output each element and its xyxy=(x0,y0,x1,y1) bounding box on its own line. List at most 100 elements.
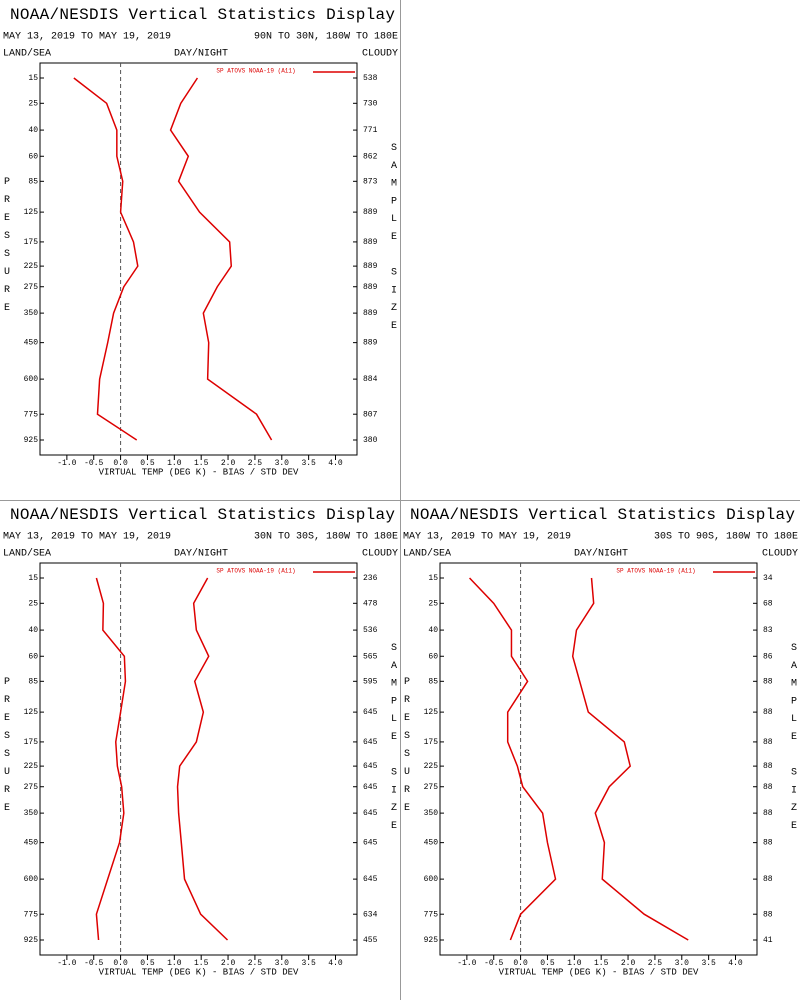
legend-label: SP ATOVS NOAA-19 (A11) xyxy=(216,68,295,75)
sample-size: 88 xyxy=(763,839,773,848)
sample-size: 645 xyxy=(363,762,378,771)
cloud: CLOUDY xyxy=(362,49,398,60)
y-tick-label: 25 xyxy=(28,99,38,108)
sample-size: 380 xyxy=(363,436,378,445)
sample-size: 565 xyxy=(363,652,378,661)
sample-size: 88 xyxy=(763,910,773,919)
x-tick-label: 2.0 xyxy=(221,959,236,968)
y-tick-label: 600 xyxy=(24,375,39,384)
day-night: DAY/NIGHT xyxy=(174,548,228,560)
y2-axis-label-letter: M xyxy=(391,178,397,189)
x-tick-label: 3.0 xyxy=(675,959,690,968)
chart-title: NOAA/NESDIS Vertical Statistics Display xyxy=(10,6,395,24)
x-tick-label: 2.0 xyxy=(621,959,636,968)
y-tick-label: 85 xyxy=(28,677,38,686)
y-tick-label: 600 xyxy=(24,875,39,884)
sample-size: 889 xyxy=(363,283,378,292)
x-tick-label: 2.5 xyxy=(248,459,263,468)
y-tick-label: 60 xyxy=(428,652,438,661)
y-tick-label: 600 xyxy=(424,875,439,884)
x-tick-label: 1.0 xyxy=(167,959,182,968)
sample-size: 730 xyxy=(363,99,378,108)
x-tick-label: -1.0 xyxy=(457,959,476,968)
y2-axis-label-letter: M xyxy=(791,678,797,689)
y-axis-label-letter: P xyxy=(4,677,10,688)
sample-size: 889 xyxy=(363,208,378,217)
y2-axis-label-letter: S xyxy=(391,767,397,778)
x-tick-label: 1.0 xyxy=(567,959,582,968)
y2-axis-label-letter: P xyxy=(791,696,797,707)
y2-axis-label-letter: L xyxy=(391,714,397,725)
y-tick-label: 275 xyxy=(424,783,439,792)
sample-size: 34 xyxy=(763,574,773,583)
x-tick-label: 4.0 xyxy=(328,959,343,968)
x-tick-label: 2.5 xyxy=(648,959,663,968)
x-axis-label: VIRTUAL TEMP (DEG K) - BIAS / STD DEV xyxy=(99,467,299,477)
y-axis-label-letter: S xyxy=(4,231,10,242)
y-axis-label-letter: S xyxy=(404,731,410,742)
sample-size: 889 xyxy=(363,339,378,348)
y-tick-label: 775 xyxy=(424,910,439,919)
x-tick-label: 1.5 xyxy=(194,959,209,968)
sample-size: 236 xyxy=(363,574,378,583)
x-tick-label: 0.0 xyxy=(113,959,128,968)
y-tick-label: 225 xyxy=(24,762,39,771)
plot-frame xyxy=(39,562,358,956)
plot-frame xyxy=(439,562,758,956)
y2-axis-label-letter: Z xyxy=(391,303,397,314)
y-tick-label: 125 xyxy=(24,708,39,717)
sample-size: 645 xyxy=(363,708,378,717)
y2-axis-label-letter: I xyxy=(391,785,397,796)
y-tick-label: 175 xyxy=(424,738,439,747)
y-tick-label: 450 xyxy=(24,839,39,848)
profile-line xyxy=(95,577,127,941)
chart-title: NOAA/NESDIS Vertical Statistics Display xyxy=(10,506,395,524)
y-axis-label-letter: E xyxy=(4,803,10,814)
sample-size: 68 xyxy=(763,599,773,608)
x-tick-label: 3.0 xyxy=(275,459,290,468)
y-axis-label-letter: R xyxy=(4,285,10,296)
y2-axis-label-letter: A xyxy=(391,660,397,671)
legend-label: SP ATOVS NOAA-19 (A11) xyxy=(216,568,295,575)
sample-size: 88 xyxy=(763,809,773,818)
x-tick-label: 3.5 xyxy=(701,959,716,968)
y-axis-label-letter: E xyxy=(4,303,10,314)
y-tick-label: 925 xyxy=(24,436,39,445)
sample-size: 538 xyxy=(363,74,378,83)
sample-size: 889 xyxy=(363,238,378,247)
sample-size: 889 xyxy=(363,309,378,318)
y2-axis-label-letter xyxy=(391,249,397,260)
y-tick-label: 350 xyxy=(24,809,39,818)
y2-axis-label-letter: E xyxy=(791,732,797,743)
sample-size: 478 xyxy=(363,599,378,608)
y-tick-label: 40 xyxy=(28,126,38,135)
sample-size: 873 xyxy=(363,177,378,186)
x-tick-label: 2.0 xyxy=(221,459,236,468)
x-tick-label: 3.5 xyxy=(301,459,316,468)
y-axis-label-letter: S xyxy=(404,749,410,760)
y-tick-label: 175 xyxy=(24,238,39,247)
day-night: DAY/NIGHT xyxy=(174,48,228,60)
y-axis-label-letter: R xyxy=(404,695,410,706)
region: 30N TO 30S, 180W TO 180E xyxy=(254,532,398,543)
y-axis-label-letter: E xyxy=(404,713,410,724)
y-tick-label: 85 xyxy=(28,177,38,186)
y-axis-label-letter: P xyxy=(404,677,410,688)
y2-axis-label-letter: I xyxy=(791,785,797,796)
x-tick-label: 4.0 xyxy=(728,959,743,968)
sample-size: 41 xyxy=(763,936,773,945)
x-tick-label: 0.5 xyxy=(140,459,155,468)
y-axis-label-letter: E xyxy=(4,213,10,224)
y-axis-label-letter: R xyxy=(4,195,10,206)
sample-size: 88 xyxy=(763,738,773,747)
x-tick-label: -1.0 xyxy=(57,959,76,968)
y-axis-label-letter: P xyxy=(4,177,10,188)
y2-axis-label-letter: S xyxy=(391,143,397,154)
y2-axis-label-letter: A xyxy=(391,160,397,171)
x-tick-label: -0.5 xyxy=(484,959,503,968)
day-night: DAY/NIGHT xyxy=(574,548,628,560)
